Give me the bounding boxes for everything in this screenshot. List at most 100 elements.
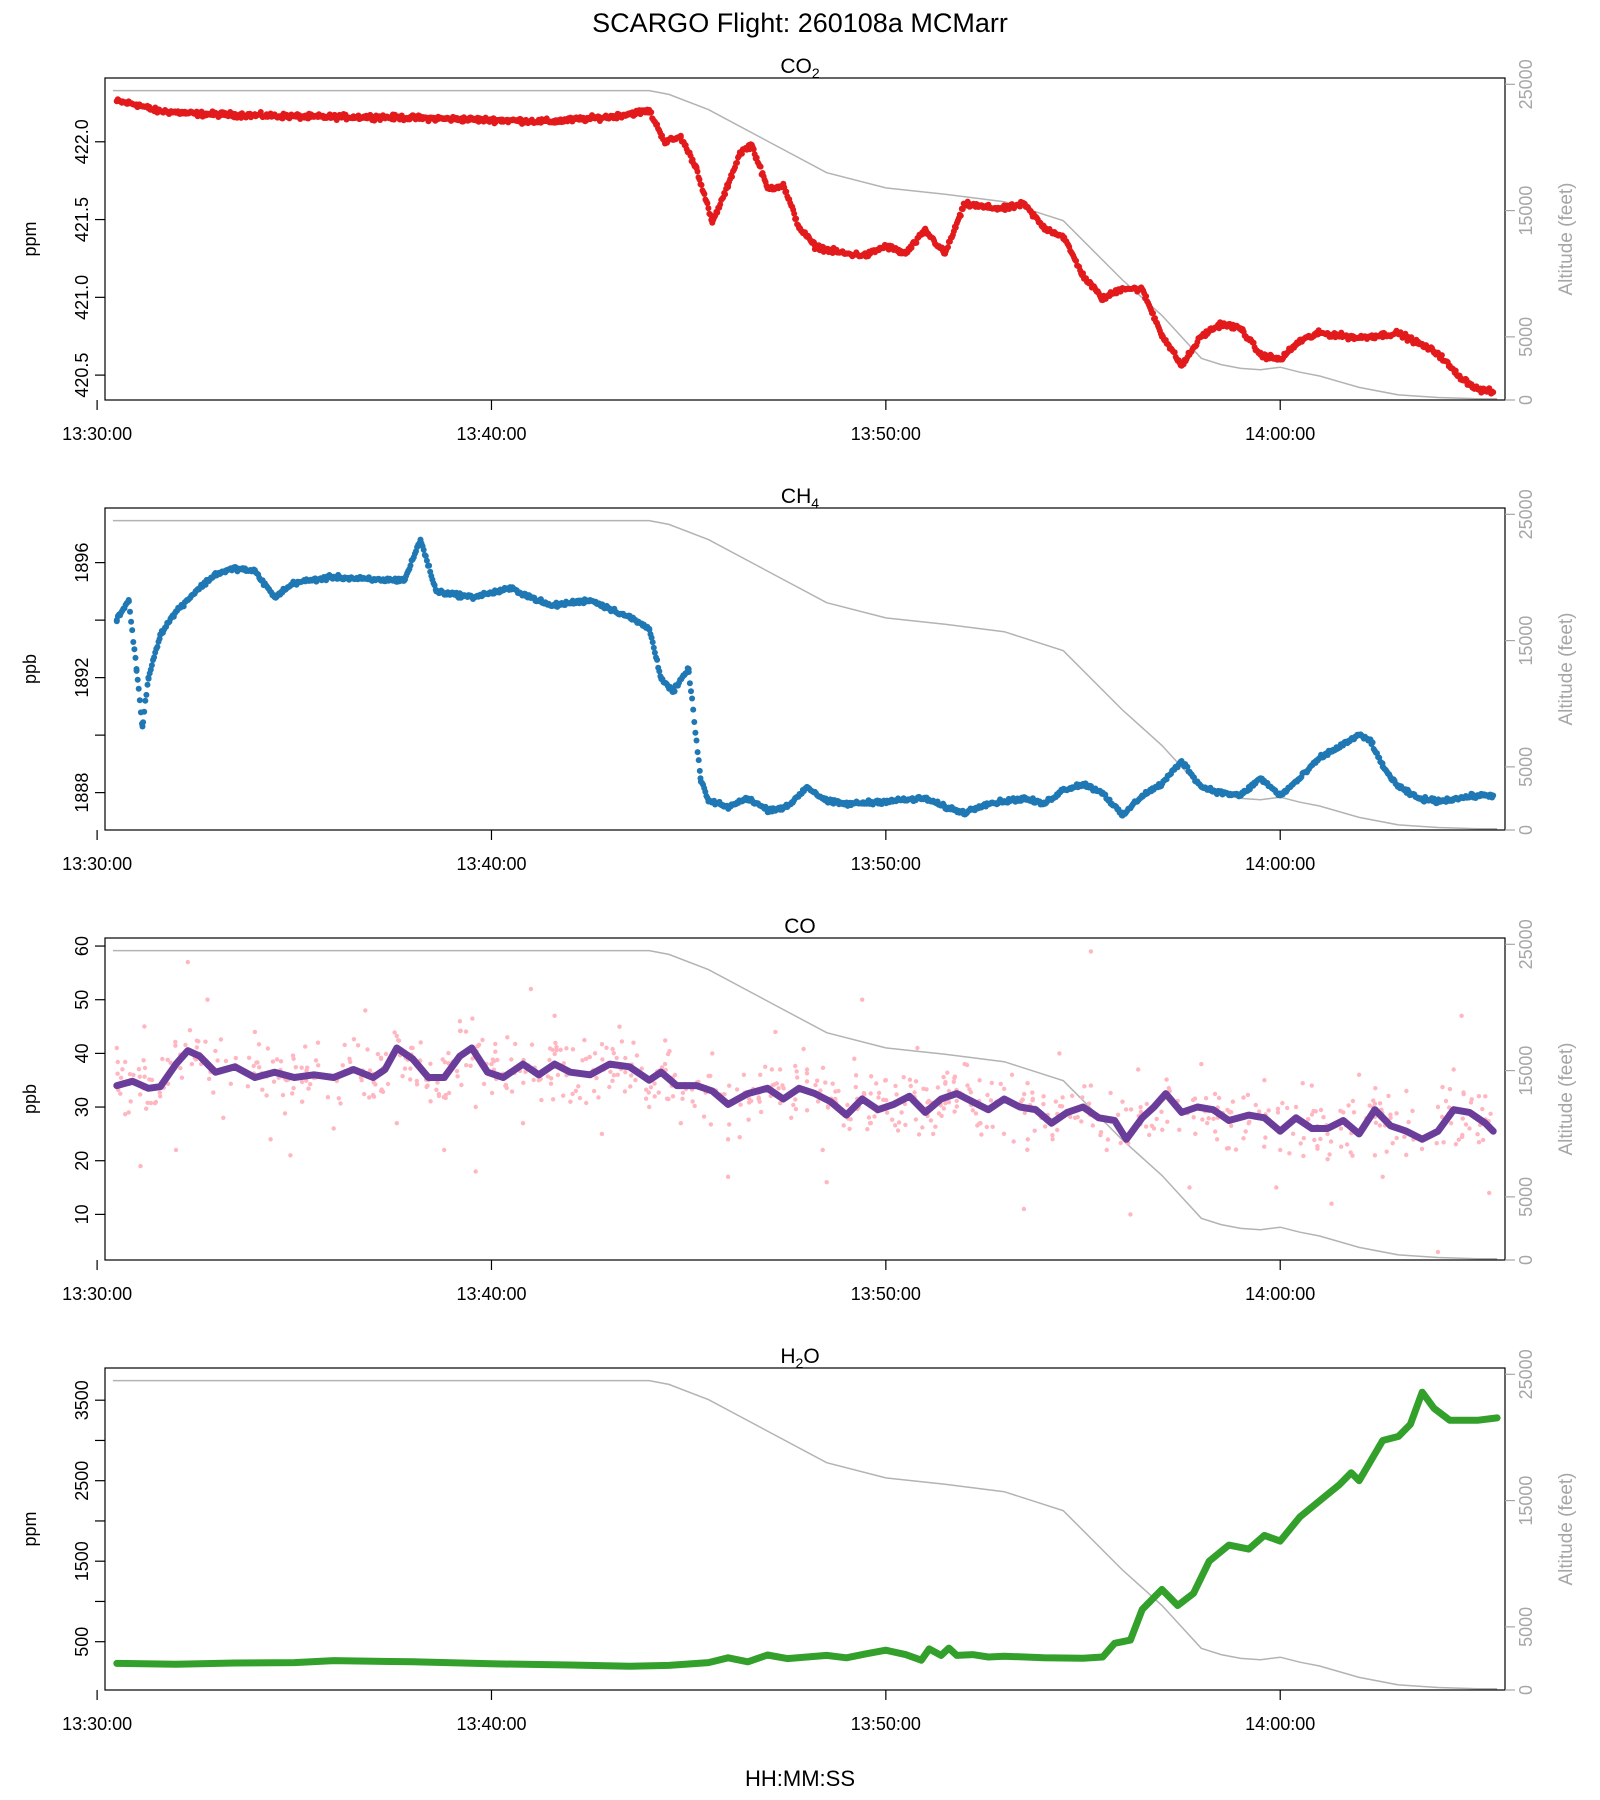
data-point-dense	[990, 1124, 995, 1130]
data-point-dense	[954, 1104, 959, 1109]
data-point-dense	[629, 1073, 634, 1078]
data-point-dense	[1193, 1131, 1198, 1137]
data-point-dense	[1350, 1153, 1355, 1158]
data-point-dense	[424, 1084, 429, 1090]
data-point-dense	[1402, 1134, 1407, 1140]
altitude-line	[112, 949, 1498, 1260]
data-point-dense	[1312, 1137, 1317, 1143]
data-point-dense	[1489, 388, 1496, 395]
data-point-dense	[680, 1096, 685, 1102]
data-point-dense	[795, 1075, 800, 1080]
data-point-dense	[763, 1064, 768, 1070]
data-point-dense	[939, 1113, 944, 1119]
data-point-dense	[148, 1100, 154, 1106]
data-point-dense	[573, 1088, 579, 1094]
data-point-dense	[1011, 1139, 1016, 1144]
data-point-dense	[818, 1088, 823, 1093]
alt-tick-label: 5000	[1516, 1607, 1536, 1647]
data-point	[1187, 1185, 1192, 1190]
data-point-dense	[127, 1072, 133, 1077]
data-point-dense	[1190, 1097, 1196, 1103]
data-point-dense	[476, 1042, 482, 1048]
data-point-dense	[644, 1087, 649, 1092]
data-point-dense	[503, 1082, 509, 1088]
data-point-dense	[935, 1085, 941, 1090]
data-point-dense	[147, 1077, 152, 1082]
data-point-dense	[1404, 1152, 1409, 1158]
x-tick-label: 13:40:00	[456, 424, 526, 444]
data-point-dense	[965, 1083, 970, 1088]
data-point-dense	[251, 1063, 256, 1069]
data-point-dense	[890, 1117, 895, 1122]
alt-tick-label: 0	[1516, 1685, 1536, 1695]
data-point-dense	[128, 618, 135, 625]
data-point-dense	[228, 1081, 233, 1087]
panel-title: H2O	[780, 1345, 819, 1371]
data-point	[1380, 1174, 1385, 1180]
data-point-dense	[443, 1092, 448, 1098]
data-point	[741, 1072, 747, 1078]
data-point-dense	[564, 1046, 569, 1051]
data-point-dense	[153, 1099, 159, 1105]
data-point-dense	[194, 1038, 199, 1043]
data-point-dense	[813, 1082, 818, 1088]
data-point-dense	[691, 719, 698, 725]
data-point-dense	[725, 184, 732, 190]
data-point-dense	[1321, 1115, 1326, 1120]
y-tick-label: 3500	[72, 1380, 92, 1420]
data-point-dense	[650, 644, 657, 651]
data-point-dense	[964, 1062, 970, 1068]
data-point-dense	[1080, 1095, 1085, 1100]
data-point-dense	[920, 1125, 925, 1130]
data-point	[173, 1147, 179, 1153]
data-point-dense	[695, 757, 702, 764]
panel-title: CO	[784, 915, 816, 938]
x-tick-label: 13:50:00	[851, 1284, 921, 1304]
panel-title-sub: 2	[812, 65, 820, 81]
data-point-dense	[123, 1059, 128, 1065]
data-point-dense	[1138, 1105, 1143, 1110]
data-point-dense	[611, 1051, 616, 1056]
data-point-dense	[378, 1056, 384, 1062]
data-point-dense	[1144, 1101, 1150, 1107]
panel-1: CH4 1888 1892 1896 ppb 0 5000 15000 25000 Altitud…	[20, 485, 1577, 874]
data-point-dense	[137, 1074, 142, 1079]
data-point-dense	[245, 1084, 250, 1089]
data-point	[1009, 1072, 1015, 1078]
y-tick-label: 500	[72, 1627, 92, 1657]
data-point	[915, 1045, 920, 1051]
data-point-dense	[1480, 1137, 1486, 1143]
alt-tick-label: 25000	[1516, 489, 1536, 539]
data-point-dense	[727, 1122, 732, 1127]
data-point-dense	[946, 1100, 952, 1105]
panel-title-main: H	[780, 1345, 795, 1368]
data-point-dense	[1025, 1147, 1030, 1153]
data-point	[268, 1137, 273, 1142]
data-point-dense	[1456, 1137, 1462, 1142]
data-point-dense	[1262, 1144, 1267, 1149]
x-tick-label: 13:30:00	[62, 1714, 132, 1734]
data-point-dense	[1325, 1157, 1330, 1162]
data-point-dense	[1001, 1131, 1007, 1137]
data-point-dense	[656, 668, 663, 675]
data-point-dense	[223, 1058, 229, 1064]
y-tick-label: 421.5	[72, 197, 92, 242]
data-point-dense	[1367, 1103, 1372, 1108]
data-point-dense	[173, 1043, 178, 1048]
data-point-dense	[865, 1127, 870, 1132]
data-point-dense	[1390, 1141, 1395, 1146]
data-point	[1293, 1104, 1299, 1110]
data-point-dense	[367, 1095, 372, 1100]
data-point-dense	[418, 1040, 423, 1045]
data-point	[363, 1008, 368, 1013]
data-point-dense	[392, 1030, 397, 1035]
data-point-dense	[690, 706, 697, 713]
data-point-dense	[617, 1024, 622, 1029]
data-point-dense	[420, 546, 427, 553]
data-point-dense	[874, 1081, 879, 1086]
data-point-dense	[758, 1109, 764, 1115]
data-point-dense	[895, 1128, 901, 1133]
plot-frame	[104, 1367, 1506, 1691]
data-point-dense	[584, 1100, 589, 1106]
data-point-dense	[1315, 1144, 1320, 1149]
